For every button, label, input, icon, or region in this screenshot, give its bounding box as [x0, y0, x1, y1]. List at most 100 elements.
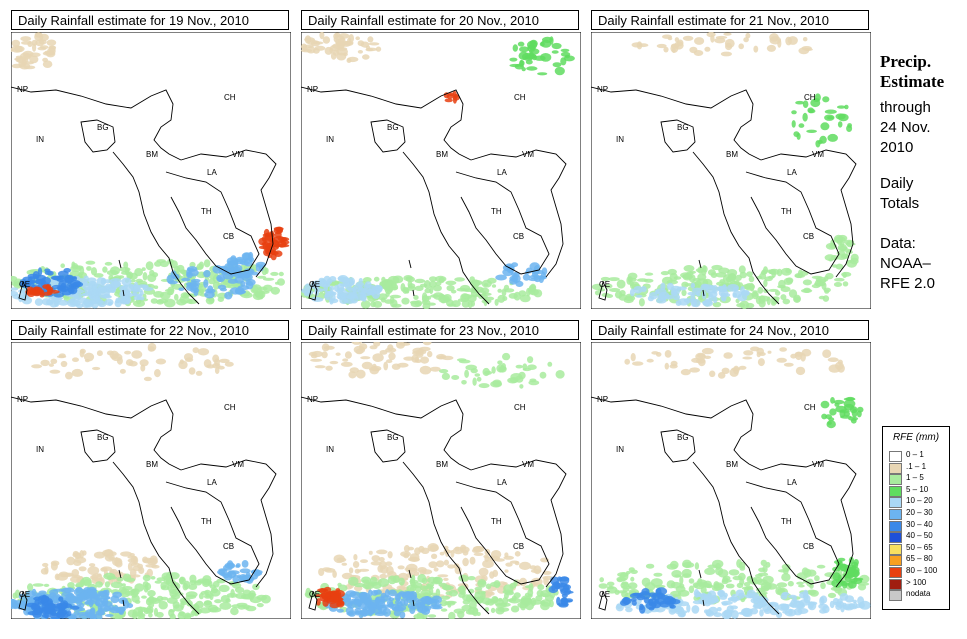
rain-cell — [508, 293, 518, 299]
rain-cell — [677, 589, 690, 597]
rain-cell — [413, 295, 419, 300]
rain-cell — [674, 574, 681, 578]
rain-cell — [843, 399, 856, 408]
rain-cell — [818, 603, 828, 610]
rain-cell — [368, 42, 380, 46]
rain-cell — [39, 33, 49, 42]
rain-cell — [656, 43, 667, 49]
country-border — [412, 289, 415, 297]
rain-cell — [489, 591, 495, 596]
rain-cell — [356, 369, 366, 379]
sidebar-totals-line1: Daily — [880, 175, 914, 192]
rain-cell — [354, 608, 362, 613]
rain-cell — [433, 567, 439, 572]
rain-cell — [491, 366, 496, 374]
rain-cell — [844, 104, 849, 110]
country-border — [745, 481, 840, 585]
rain-cell — [738, 265, 746, 274]
country-label: IN — [36, 135, 44, 144]
rain-cell — [357, 287, 368, 295]
rain-cell — [537, 72, 548, 76]
rain-cell — [518, 371, 526, 380]
rain-cell — [329, 47, 334, 54]
rain-cell — [793, 294, 801, 303]
rain-cell — [119, 267, 131, 272]
rain-cell — [757, 358, 765, 367]
rain-cell — [527, 364, 537, 370]
rain-cell — [195, 370, 203, 376]
rain-cell — [473, 552, 484, 556]
rain-cell — [130, 555, 138, 565]
rain-cell — [621, 581, 629, 586]
rain-cell — [840, 248, 852, 252]
rain-cell — [314, 365, 326, 369]
country-border — [660, 119, 696, 153]
rain-cell — [741, 290, 750, 295]
rain-cell — [262, 284, 273, 292]
rain-cell — [328, 298, 339, 304]
rain-cell — [644, 272, 654, 276]
rain-cell — [145, 609, 154, 614]
rain-cell — [509, 560, 519, 564]
rain-cell — [43, 583, 50, 587]
rain-cell — [275, 226, 283, 233]
rain-cell — [208, 296, 215, 304]
rain-cell — [815, 276, 827, 283]
rain-cell — [457, 586, 465, 593]
rain-cell — [469, 276, 475, 283]
rain-cell — [275, 281, 280, 285]
country-label: BG — [97, 123, 109, 132]
rain-cell — [540, 590, 551, 598]
rain-cell — [797, 608, 809, 614]
rain-cell — [604, 283, 613, 289]
rain-cell — [79, 349, 85, 358]
rain-cell — [643, 278, 654, 283]
rain-cell — [65, 371, 73, 380]
rain-cell — [845, 242, 856, 246]
rain-cell — [646, 358, 654, 363]
rain-cell — [93, 273, 104, 278]
rain-cell — [513, 271, 520, 278]
rain-cell — [235, 288, 246, 295]
legend-label: 50 – 65 — [906, 542, 933, 552]
rain-cell — [174, 293, 179, 301]
rain-cell — [721, 600, 733, 605]
rain-cell — [88, 615, 97, 619]
rain-cell — [837, 113, 849, 122]
rain-cell — [250, 569, 263, 575]
rain-cell — [674, 41, 684, 50]
rain-cell — [142, 574, 151, 582]
rain-cell — [321, 343, 330, 352]
rain-cell — [197, 348, 210, 356]
rain-cell — [824, 289, 830, 294]
rain-cell — [355, 36, 360, 41]
rain-cell — [745, 32, 751, 39]
rain-cell — [97, 590, 107, 597]
rain-cell — [366, 288, 377, 295]
rain-cell — [721, 367, 730, 374]
rain-cell — [220, 595, 230, 603]
rain-cell — [451, 375, 460, 380]
country-border — [760, 149, 857, 278]
rain-cell — [407, 546, 415, 551]
country-border — [112, 151, 200, 305]
rain-cell — [371, 555, 381, 562]
rain-cell — [848, 416, 859, 421]
rain-cell — [827, 357, 839, 362]
rain-cell — [60, 360, 68, 368]
rain-cell — [712, 559, 724, 569]
rain-cell — [122, 573, 132, 582]
rain-cell — [483, 283, 489, 287]
country-label: CB — [803, 232, 814, 241]
rain-cell — [40, 568, 49, 575]
rain-cell — [52, 280, 58, 284]
rain-cell — [59, 288, 68, 293]
rain-cell — [180, 600, 185, 609]
map-panel-nov22: Daily Rainfall estimate for 22 Nov., 201… — [11, 320, 291, 619]
rain-cell — [262, 277, 275, 281]
rain-cell — [48, 609, 57, 614]
rain-cell — [241, 560, 249, 568]
rain-cell — [235, 563, 241, 568]
country-label: LA — [787, 168, 797, 177]
